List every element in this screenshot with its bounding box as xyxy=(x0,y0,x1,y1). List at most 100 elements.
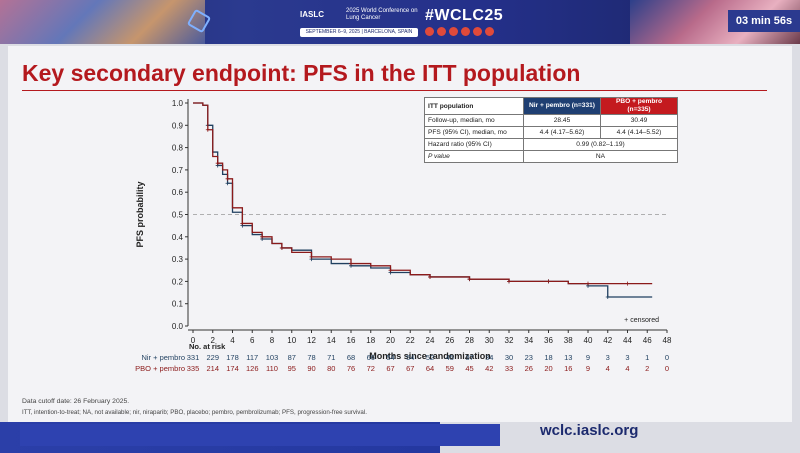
x-tick-label: 34 xyxy=(524,336,533,345)
risk-value: 59 xyxy=(446,364,454,373)
risk-value: 174 xyxy=(226,364,239,373)
x-tick-label: 40 xyxy=(584,336,593,345)
instagram-icon xyxy=(437,27,446,36)
table-cell: 4.4 (4.14–5.52) xyxy=(600,126,678,139)
risk-value: 34 xyxy=(485,353,493,362)
risk-value: 90 xyxy=(307,364,315,373)
x-tick-label: 48 xyxy=(663,336,672,345)
risk-value: 3 xyxy=(606,353,610,362)
x-tick-label: 42 xyxy=(603,336,612,345)
censor-mark xyxy=(349,261,353,266)
table-row: Hazard ratio (95% CI) 0.99 (0.82–1.19) xyxy=(424,138,678,151)
table-cell: Follow-up, median, mo xyxy=(424,114,524,127)
risk-table-title: No. at risk xyxy=(189,342,226,351)
facebook-icon xyxy=(425,27,434,36)
censor-mark xyxy=(467,277,472,282)
risk-value: 67 xyxy=(386,364,394,373)
x-tick-label: 10 xyxy=(287,336,296,345)
youtube-icon xyxy=(473,27,482,36)
table-row: P value NA xyxy=(424,150,678,163)
x-tick-label: 0 xyxy=(191,336,196,345)
censor-mark xyxy=(625,281,630,286)
y-tick-label: 0.9 xyxy=(172,121,184,130)
x-tick-label: 6 xyxy=(250,336,255,345)
risk-value: 67 xyxy=(406,364,414,373)
risk-value: 13 xyxy=(564,353,572,362)
censor-mark xyxy=(225,176,230,181)
risk-value: 45 xyxy=(446,353,454,362)
risk-value: 23 xyxy=(525,353,533,362)
censor-mark xyxy=(428,274,432,279)
censor-mark xyxy=(546,279,551,284)
x-tick-label: 44 xyxy=(623,336,632,345)
table-cell: 4.4 (4.17–5.62) xyxy=(523,126,601,139)
banner-photo-left xyxy=(0,0,205,44)
x-tick-label: 30 xyxy=(485,336,494,345)
linkedin-icon xyxy=(461,27,470,36)
x-tick-label: 26 xyxy=(445,336,454,345)
y-axis-label: PFS probability xyxy=(135,181,145,247)
abbreviations-note: ITT, intention-to-treat; NA, not availab… xyxy=(22,409,367,416)
risk-value: 71 xyxy=(327,353,335,362)
y-tick-label: 0.4 xyxy=(172,233,184,242)
risk-value: 0 xyxy=(665,353,669,362)
x-tick-label: 38 xyxy=(564,336,573,345)
y-tick-label: 0.6 xyxy=(172,188,184,197)
email-icon xyxy=(485,27,494,36)
table-cell: Nir + pembro (n=331) xyxy=(523,97,601,115)
censor-mark xyxy=(260,234,265,239)
y-tick-label: 1.0 xyxy=(172,99,184,108)
title-rule xyxy=(22,90,767,91)
y-tick-label: 0.2 xyxy=(172,277,184,286)
risk-value: 80 xyxy=(327,364,335,373)
censor-mark xyxy=(279,245,284,250)
x-tick-label: 36 xyxy=(544,336,553,345)
x-tick-label: 16 xyxy=(347,336,356,345)
risk-value: 76 xyxy=(347,364,355,373)
x-tick-label: 12 xyxy=(307,336,316,345)
risk-value: 2 xyxy=(645,364,649,373)
table-cell: 28.45 xyxy=(523,114,601,127)
x-tick-label: 32 xyxy=(505,336,514,345)
risk-value: 52 xyxy=(426,353,434,362)
table-cell: ITT population xyxy=(424,97,524,115)
risk-value: 66 xyxy=(367,353,375,362)
risk-value: 0 xyxy=(665,364,669,373)
x-tick-label: 28 xyxy=(465,336,474,345)
risk-value: 95 xyxy=(288,364,296,373)
censor-mark xyxy=(309,254,314,259)
risk-value: 117 xyxy=(246,353,258,362)
series-line-pbo xyxy=(193,102,653,285)
x-tick-label: 20 xyxy=(386,336,395,345)
legend-censored: + censored xyxy=(624,317,659,324)
x-tick-label: 8 xyxy=(270,336,275,345)
risk-value: 72 xyxy=(367,364,375,373)
table-cell: 30.49 xyxy=(600,114,678,127)
risk-value: 335 xyxy=(187,364,200,373)
risk-value: 110 xyxy=(266,364,278,373)
risk-value: 3 xyxy=(625,353,629,362)
y-tick-label: 0.8 xyxy=(172,144,184,153)
table-cell: Hazard ratio (95% CI) xyxy=(424,138,524,151)
risk-value: 20 xyxy=(544,364,552,373)
data-cutoff-note: Data cutoff date: 26 February 2025. xyxy=(22,398,130,405)
risk-row-label: Nir + pembro xyxy=(141,353,185,362)
risk-value: 30 xyxy=(505,353,513,362)
risk-value: 229 xyxy=(206,353,219,362)
risk-value: 64 xyxy=(426,364,434,373)
risk-value: 54 xyxy=(406,353,414,362)
risk-value: 26 xyxy=(525,364,533,373)
risk-value: 78 xyxy=(307,353,315,362)
table-header-row: ITT population Nir + pembro (n=331) PBO … xyxy=(424,97,678,115)
risk-value: 9 xyxy=(586,353,590,362)
censor-mark xyxy=(388,268,393,273)
risk-value: 9 xyxy=(586,364,590,373)
x-icon xyxy=(449,27,458,36)
x-tick-label: 22 xyxy=(406,336,415,345)
risk-row-label: PBO + pembro xyxy=(135,364,185,373)
censor-mark xyxy=(240,221,245,226)
risk-value: 1 xyxy=(645,353,649,362)
hashtag: #WCLC25 xyxy=(425,7,504,24)
censor-mark xyxy=(205,127,210,132)
